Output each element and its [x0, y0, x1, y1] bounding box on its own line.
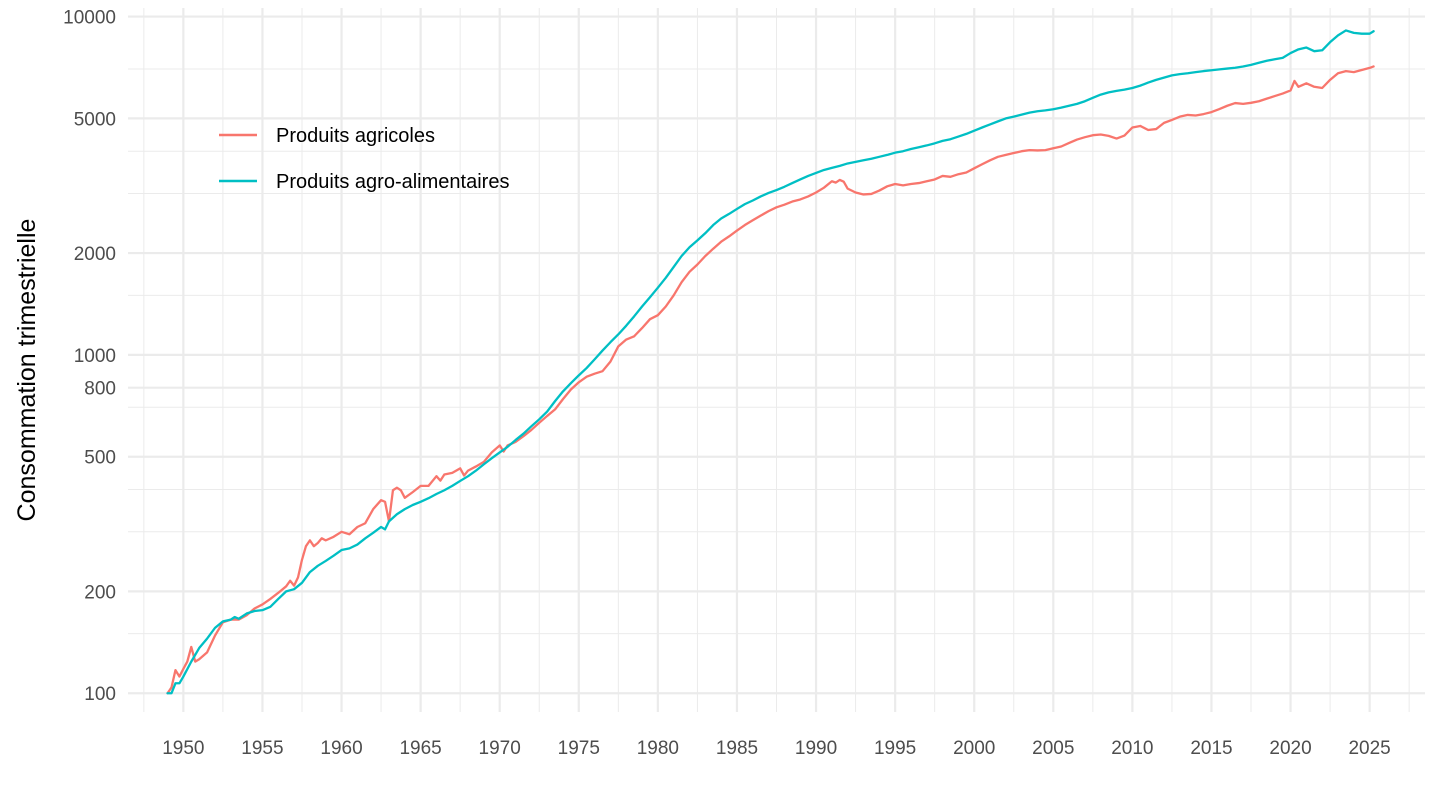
x-tick-label: 1975 — [558, 738, 600, 759]
x-tick-label: 1960 — [320, 738, 362, 759]
x-tick-label: 1980 — [637, 738, 679, 759]
x-axis-tick-labels: 1950 1955 1960 1965 1970 1975 1980 1985 1990 1995… — [162, 738, 1391, 759]
x-tick-label: 1995 — [874, 738, 916, 759]
y-axis-tick-labels: 100 200 500 800 1000 2000 5000 10000 — [63, 8, 116, 706]
y-tick-label: 800 — [84, 379, 116, 400]
y-tick-label: 100 — [84, 684, 116, 705]
y-tick-label: 1000 — [74, 346, 116, 367]
x-tick-label: 1970 — [479, 738, 521, 759]
legend-label-1: Produits agricoles — [276, 125, 435, 147]
major-gridlines — [128, 8, 1425, 712]
x-tick-label: 2010 — [1111, 738, 1153, 759]
x-tick-label: 2015 — [1190, 738, 1232, 759]
minor-gridlines — [128, 8, 1425, 712]
y-tick-label: 200 — [84, 582, 116, 603]
x-tick-label: 1985 — [716, 738, 758, 759]
y-tick-label: 500 — [84, 448, 116, 469]
x-tick-label: 2020 — [1269, 738, 1311, 759]
x-tick-label: 1990 — [795, 738, 837, 759]
y-tick-label: 10000 — [63, 8, 116, 29]
series-lines — [166, 29, 1375, 695]
y-axis-title: Consommation trimestrielle — [13, 219, 41, 522]
series-line-produits-agro-alimentaires — [166, 29, 1375, 695]
x-tick-label: 2000 — [953, 738, 995, 759]
x-tick-label: 1965 — [399, 738, 441, 759]
series-line-produits-agricoles — [166, 65, 1375, 695]
x-tick-label: 2005 — [1032, 738, 1074, 759]
x-tick-label: 1950 — [162, 738, 204, 759]
legend-label-2: Produits agro-alimentaires — [276, 171, 509, 193]
y-tick-label: 5000 — [74, 109, 116, 130]
y-tick-label: 2000 — [74, 244, 116, 265]
x-tick-label: 1955 — [241, 738, 283, 759]
x-tick-label: 2025 — [1348, 738, 1390, 759]
legend: Produits agricoles Produits agro-alimenta… — [219, 125, 509, 193]
